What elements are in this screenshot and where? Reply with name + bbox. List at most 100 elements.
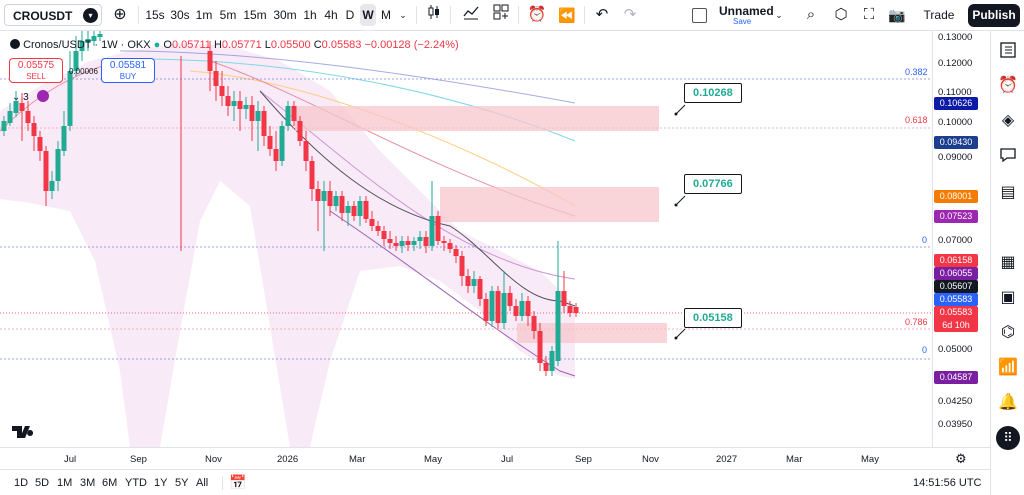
calendar-icon[interactable]: ▣: [1000, 289, 1016, 306]
candle-body: [237, 101, 243, 109]
candle-body: [381, 231, 387, 239]
interval-w[interactable]: W: [360, 4, 376, 26]
candle-body: [91, 36, 97, 41]
target-callout-3[interactable]: 0.05158: [684, 308, 742, 328]
layout-save-label[interactable]: Save: [733, 17, 752, 26]
sell-label: SELL: [26, 72, 46, 81]
chat-icon[interactable]: [998, 146, 1018, 166]
interval-30m[interactable]: 30m: [273, 8, 297, 22]
screener-icon[interactable]: ▦: [1000, 254, 1016, 271]
time-tick: Mar: [786, 454, 803, 465]
fib-ratio-0-upper: 0: [922, 235, 928, 245]
range-5d[interactable]: 5D: [35, 477, 50, 489]
range-1m[interactable]: 1M: [57, 477, 73, 489]
goto-date-icon[interactable]: 📅: [229, 474, 247, 490]
range-5y[interactable]: 5Y: [175, 477, 189, 489]
clock-timezone[interactable]: 14:51:56 UTC: [913, 477, 982, 489]
publish-button[interactable]: Publish: [968, 4, 1020, 27]
range-6m[interactable]: 6M: [102, 477, 118, 489]
candle-body: [441, 241, 447, 243]
interval-4h[interactable]: 4h: [324, 8, 338, 22]
indicator-sync-icon[interactable]: [36, 90, 49, 102]
interval-m[interactable]: M: [381, 8, 391, 22]
interval-15s[interactable]: 15s: [145, 8, 165, 22]
trade-button[interactable]: Trade: [923, 8, 955, 22]
interval-d[interactable]: D: [345, 8, 355, 22]
resistance-zone-mid: [440, 187, 659, 222]
redo-icon[interactable]: ↷: [623, 6, 637, 23]
price-chart[interactable]: [0, 31, 932, 447]
price-label-ma: 0.06055: [934, 267, 978, 280]
price-tick: 0.12000: [938, 58, 973, 69]
candle-body: [97, 34, 103, 37]
watchlist-icon[interactable]: [998, 41, 1018, 61]
fullscreen-icon[interactable]: ⛶: [863, 6, 875, 23]
price-tick: 0.09000: [938, 152, 973, 163]
target-callout-1[interactable]: 0.10268: [684, 83, 742, 103]
undo-icon[interactable]: ↶: [595, 6, 609, 23]
candle-style-icon[interactable]: [424, 4, 444, 26]
divider: [416, 6, 417, 24]
legend-title[interactable]: Cronos/USDT · 1W · OKX: [23, 39, 151, 51]
indicators-toggle[interactable]: ⌄ 3: [12, 90, 49, 103]
replay-icon[interactable]: ⏪: [558, 7, 576, 23]
symbol-dropdown-icon[interactable]: ▾: [83, 8, 98, 23]
divider: [450, 6, 451, 24]
time-axis[interactable]: Jul Sep Nov 2026 Mar May Jul Sep Nov 202…: [0, 447, 990, 469]
streams-icon[interactable]: 📶: [998, 359, 1018, 376]
time-tick: Nov: [205, 454, 222, 465]
sell-button[interactable]: 0.05575 SELL: [9, 58, 63, 83]
snapshot-icon[interactable]: 📷: [888, 7, 906, 23]
interval-dropdown-icon[interactable]: ⌄: [399, 10, 407, 20]
symbol-search[interactable]: CROUSDT ▾: [4, 4, 102, 26]
range-ytd[interactable]: YTD: [125, 477, 147, 489]
interval-1h[interactable]: 1h: [303, 8, 317, 22]
add-symbol-icon[interactable]: ⊕: [113, 6, 127, 23]
interval-15m[interactable]: 15m: [243, 8, 267, 22]
interval-30s[interactable]: 30s: [170, 8, 190, 22]
news-icon[interactable]: ▤: [1000, 184, 1016, 201]
callout-connector-3: [676, 328, 686, 338]
more-apps-icon[interactable]: ⠿: [996, 426, 1020, 450]
candle-body: [291, 106, 297, 121]
fib-ratio-0382: 0.382: [905, 67, 928, 77]
fib-ratio-0786: 0.786: [905, 317, 928, 327]
ideas-icon[interactable]: ⌬: [1001, 324, 1015, 341]
price-tick: 0.03950: [938, 419, 973, 430]
range-1y[interactable]: 1Y: [154, 477, 168, 489]
data-window-icon[interactable]: ◈: [1001, 112, 1015, 129]
candle-body: [411, 241, 417, 245]
candle-body: [357, 201, 363, 216]
alert-icon[interactable]: ⏰: [527, 6, 547, 23]
axis-settings-icon[interactable]: ⚙: [955, 451, 967, 466]
range-1d[interactable]: 1D: [14, 477, 29, 489]
candle-body: [303, 141, 309, 161]
tradingview-logo-icon[interactable]: [12, 425, 38, 442]
layout-checkbox-icon[interactable]: [692, 8, 707, 23]
layout-name[interactable]: Unnamed: [719, 4, 774, 18]
candle-body: [213, 71, 219, 86]
price-label-high: 0.06158: [934, 254, 978, 267]
range-all[interactable]: All: [196, 477, 209, 489]
price-tick: 0.11000: [938, 87, 972, 98]
bar-countdown: 6d 10h: [942, 320, 970, 330]
interval-5m[interactable]: 5m: [219, 8, 237, 22]
buy-button[interactable]: 0.05581 BUY: [101, 58, 155, 83]
time-tick: Nov: [642, 454, 659, 465]
settings-icon[interactable]: ⬡: [834, 6, 848, 23]
templates-icon[interactable]: [490, 4, 512, 26]
interval-1m[interactable]: 1m: [195, 8, 213, 22]
cloud-area: [0, 43, 575, 447]
indicators-icon[interactable]: [460, 4, 482, 26]
notifications-icon[interactable]: 🔔: [998, 394, 1018, 411]
callout-connector-1: [676, 104, 686, 114]
price-tick: 0.13000: [938, 32, 973, 43]
alerts-clock-icon[interactable]: ⏰: [998, 77, 1018, 94]
range-3m[interactable]: 3M: [80, 477, 96, 489]
quick-search-icon[interactable]: ⌕: [806, 6, 816, 23]
candle-body: [339, 196, 345, 213]
chart-area[interactable]: [0, 31, 990, 447]
target-callout-2[interactable]: 0.07766: [684, 174, 742, 194]
collapse-icon[interactable]: ⌄: [12, 92, 21, 103]
layout-dropdown-icon[interactable]: ⌄: [775, 10, 783, 20]
